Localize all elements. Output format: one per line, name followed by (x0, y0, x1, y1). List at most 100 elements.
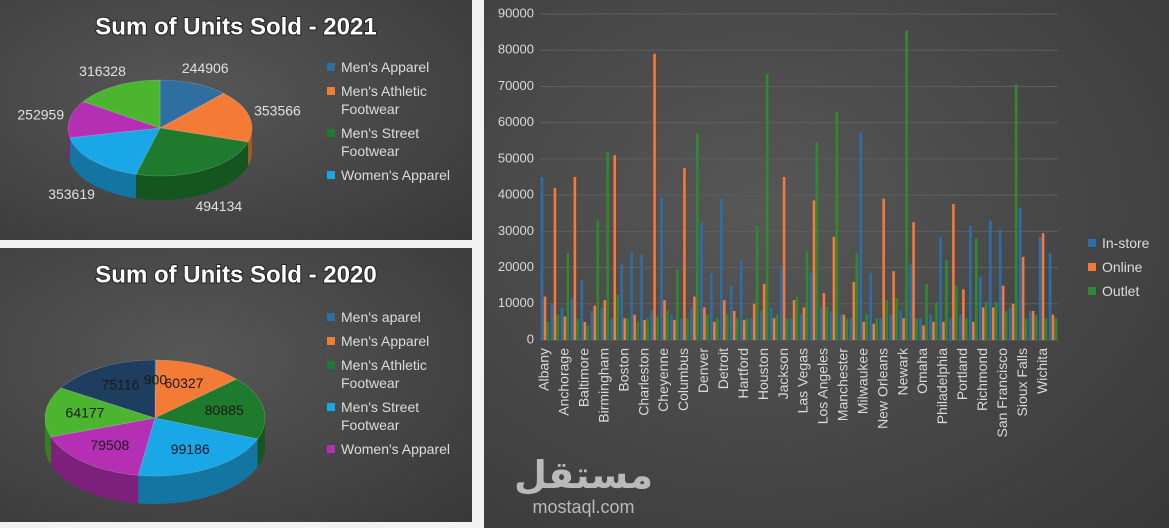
slice (67, 101, 161, 139)
slice-side (50, 436, 139, 504)
slice (135, 127, 249, 177)
legend-item: Online (1088, 258, 1168, 276)
legend: Men's aparel Men's Apparel Men's Athletic … (327, 308, 467, 464)
y-tick-label: 90000 (498, 5, 534, 20)
bar (666, 311, 669, 340)
bar (680, 318, 683, 340)
slice (159, 79, 225, 129)
data-label: 79508 (90, 437, 129, 453)
bar (812, 200, 816, 340)
pie-panel-2020: Sum of Units Sold - 2020 900 60327 80885 991… (0, 248, 472, 522)
legend-label: Men's Street Footwear (341, 399, 420, 433)
legend-swatch (327, 445, 335, 453)
bar (981, 307, 985, 340)
bar (949, 318, 952, 340)
bar (809, 272, 813, 340)
x-tick-label: Columbus (675, 348, 691, 411)
data-label: 80885 (205, 402, 244, 418)
legend-swatch (327, 171, 335, 179)
bar (570, 298, 574, 340)
bar (852, 282, 856, 340)
legend-item: Men's Street Footwear (327, 398, 467, 434)
bar (942, 321, 945, 340)
x-tick-label: Cheyenne (655, 348, 671, 412)
bar (696, 133, 699, 340)
legend-label: Men's Athletic Footwear (341, 357, 427, 391)
bar (590, 311, 594, 340)
bar (872, 323, 876, 340)
bar (832, 236, 836, 340)
bar (945, 260, 948, 340)
bar (616, 294, 619, 340)
bar (546, 321, 550, 340)
x-tick-label: Detroit (715, 348, 731, 389)
bar (563, 316, 567, 340)
bar (1051, 314, 1055, 340)
legend-swatch (327, 87, 335, 95)
bar (829, 311, 833, 340)
legend-label: Men's Apparel (341, 59, 430, 75)
bar (979, 276, 982, 340)
bar (1048, 253, 1052, 340)
y-tick-label: 70000 (498, 78, 534, 93)
y-tick-label: 60000 (498, 114, 534, 129)
chart-title: Sum of Units Sold - 2021 (95, 13, 376, 40)
y-tick-label: 50000 (498, 150, 534, 165)
bar (636, 321, 639, 340)
bar (553, 187, 557, 340)
bar (762, 283, 766, 340)
y-tick-label: 20000 (498, 259, 534, 274)
bar-chart: 0 10000 20000 30000 40000 50000 60000 70000 8000… (498, 5, 1058, 437)
legend-label: Men's Apparel (341, 333, 430, 349)
data-label: 64177 (66, 405, 105, 421)
legend-swatch (1088, 263, 1096, 271)
bar (929, 314, 932, 340)
bar (885, 300, 888, 340)
bar (769, 307, 773, 340)
bar (752, 303, 756, 340)
bar (729, 285, 733, 340)
bar (722, 300, 726, 340)
bar (540, 177, 544, 340)
x-tick-label: Newark (894, 347, 910, 395)
slice (154, 359, 157, 419)
slice-side (257, 418, 265, 467)
bar (975, 238, 978, 340)
bar (690, 307, 693, 340)
x-tick-label: Sioux Falls (1014, 348, 1030, 416)
legend-item: Women's Apparel (327, 440, 467, 458)
bar (1034, 314, 1038, 340)
bar (772, 318, 776, 340)
bar (663, 300, 666, 340)
bar (620, 263, 623, 340)
bar (899, 311, 902, 340)
bar (566, 253, 570, 340)
bar (984, 301, 988, 340)
bar (745, 318, 749, 340)
bar (799, 314, 803, 340)
data-label: 244906 (182, 60, 229, 76)
legend-item: Men's Apparel (327, 332, 467, 350)
legend-swatch (327, 313, 335, 321)
bar (819, 307, 823, 340)
bar (782, 177, 786, 340)
legend-swatch (327, 361, 335, 369)
bar (749, 318, 753, 340)
slice (154, 359, 238, 419)
slice (137, 417, 259, 477)
data-label: 353619 (48, 186, 95, 202)
bar (640, 254, 643, 340)
bar (735, 318, 739, 340)
bar (785, 318, 789, 340)
bar (845, 318, 849, 340)
x-tick-label: Omaha (914, 348, 930, 394)
legend-item: Men's Street Footwear (327, 124, 467, 160)
bar (849, 318, 853, 340)
legend-item: In-store (1088, 234, 1168, 252)
x-tick-label: Los Angeles (815, 348, 831, 424)
bar (795, 296, 799, 340)
legend-item: Men's Athletic Footwear (327, 356, 467, 392)
slice (154, 378, 266, 440)
slice (82, 79, 161, 129)
bar (613, 155, 617, 340)
